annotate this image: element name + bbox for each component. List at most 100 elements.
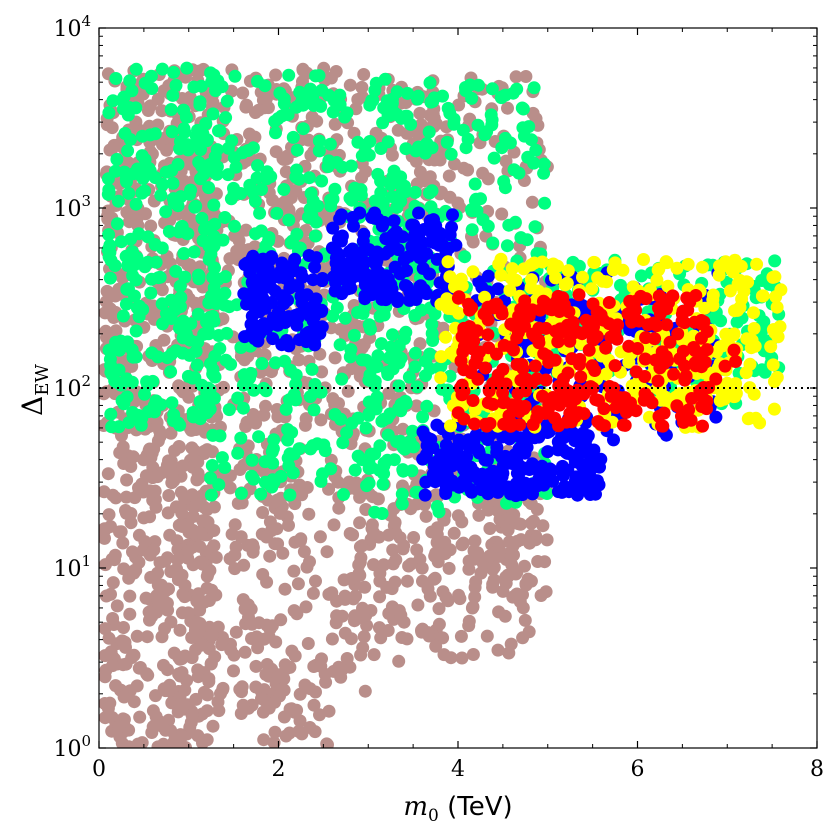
data-point: [316, 467, 329, 481]
data-point: [294, 532, 308, 546]
data-point: [167, 414, 180, 428]
data-point: [138, 387, 151, 401]
data-point: [225, 134, 239, 148]
data-point: [356, 234, 370, 248]
data-point: [295, 296, 309, 310]
data-point: [206, 428, 220, 442]
data-point: [673, 387, 687, 401]
data-point: [359, 421, 373, 435]
data-point: [498, 88, 512, 102]
data-point: [366, 93, 380, 107]
data-point: [164, 312, 178, 325]
data-point: [133, 738, 147, 748]
data-point: [396, 183, 410, 197]
data-point: [338, 311, 352, 325]
data-point: [207, 524, 221, 537]
data-point: [530, 502, 544, 516]
data-point: [387, 214, 401, 228]
data-point: [174, 300, 187, 314]
data-point: [287, 388, 301, 402]
data-point: [104, 407, 118, 421]
data-point: [419, 509, 433, 523]
data-point: [130, 629, 144, 643]
data-point: [512, 166, 526, 180]
data-point: [432, 617, 446, 631]
data-point: [130, 301, 144, 315]
data-point: [487, 573, 501, 587]
data-point: [160, 351, 174, 365]
data-point: [522, 625, 536, 639]
data-point: [586, 297, 600, 311]
data-point: [423, 76, 437, 90]
data-point: [99, 622, 112, 636]
data-point: [215, 451, 229, 465]
y-tick-label: 101: [53, 552, 91, 582]
data-point: [173, 623, 187, 637]
data-point: [178, 579, 192, 592]
data-point: [495, 207, 509, 221]
data-point: [602, 296, 616, 309]
data-point: [651, 374, 665, 388]
data-point: [309, 685, 322, 699]
data-point: [191, 455, 205, 469]
data-point: [702, 381, 716, 394]
data-point: [430, 418, 444, 432]
data-point: [179, 110, 193, 124]
data-point: [416, 262, 430, 275]
data-point: [629, 404, 643, 418]
data-point: [355, 171, 369, 185]
data-point: [283, 488, 297, 502]
y-axis-label: ΔEW: [16, 364, 53, 416]
data-point: [135, 411, 149, 425]
data-point: [203, 220, 216, 234]
data-point: [444, 419, 457, 433]
data-point: [462, 562, 476, 576]
data-point: [516, 102, 530, 116]
data-point: [468, 534, 482, 548]
data-point: [175, 519, 189, 533]
data-point: [528, 220, 542, 234]
data-point: [277, 710, 291, 724]
data-point: [108, 259, 122, 272]
data-point: [154, 188, 168, 202]
data-point: [312, 144, 326, 158]
data-point: [271, 305, 285, 319]
data-point: [351, 135, 365, 149]
data-point: [195, 211, 209, 225]
data-point: [300, 560, 314, 574]
data-point: [416, 452, 430, 466]
data-point: [509, 70, 523, 84]
data-point: [416, 410, 430, 424]
data-point: [155, 62, 169, 76]
data-point: [116, 536, 130, 550]
data-point: [747, 306, 760, 320]
data-point: [315, 305, 328, 318]
data-point: [126, 545, 139, 559]
data-point: [727, 390, 741, 404]
data-point: [425, 317, 439, 331]
data-point: [645, 396, 659, 410]
data-point: [470, 324, 484, 338]
x-axis-label: m0 (TeV): [403, 792, 512, 826]
data-point: [599, 340, 613, 354]
data-point: [151, 594, 165, 608]
data-point: [443, 228, 457, 242]
series-4-points: [451, 288, 743, 433]
data-point: [245, 469, 259, 483]
data-point: [303, 390, 317, 404]
data-point: [466, 265, 480, 279]
data-point: [426, 228, 439, 242]
data-point: [494, 252, 508, 266]
data-point: [440, 135, 454, 149]
data-point: [138, 535, 152, 549]
data-point: [465, 204, 479, 218]
data-point: [374, 631, 388, 645]
data-point: [263, 622, 277, 636]
data-point: [492, 540, 506, 553]
scatter-points: [99, 61, 788, 748]
data-point: [204, 488, 218, 502]
data-point: [281, 293, 295, 307]
data-point: [208, 370, 222, 384]
data-point: [273, 506, 287, 520]
data-point: [399, 142, 413, 156]
